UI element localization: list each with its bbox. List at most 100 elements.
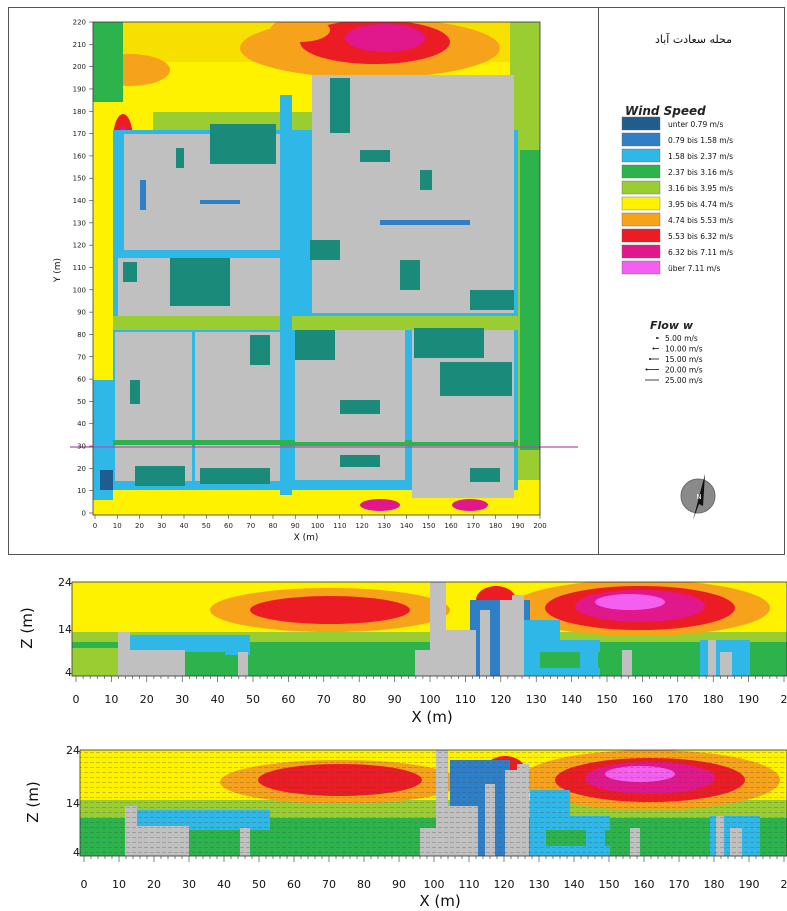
legend-title: Wind Speed xyxy=(625,104,706,118)
x-tick-label: 60 xyxy=(224,522,233,530)
section-x-tick-label: 30 xyxy=(182,878,196,891)
y-tick-label: 170 xyxy=(73,130,86,138)
compass-icon: N xyxy=(680,474,716,520)
section-z-tick-label: 14 xyxy=(58,623,72,636)
section-z-tick-label: 24 xyxy=(66,744,80,757)
section-x-tick-label: 40 xyxy=(211,693,225,706)
x-tick-label: 10 xyxy=(113,522,122,530)
section1-x-label: X (m) xyxy=(411,708,452,726)
legend-label: 1.58 bis 2.37 m/s xyxy=(668,152,733,161)
y-tick-label: 10 xyxy=(77,487,86,495)
section-z-tick-label: 4 xyxy=(73,846,80,859)
legend-swatch xyxy=(621,132,661,147)
section1-field xyxy=(72,582,787,676)
section-x-tick-label: 10 xyxy=(112,878,126,891)
x-tick-label: 70 xyxy=(246,522,255,530)
section-x-tick-label: 120 xyxy=(494,878,515,891)
legend-label: 0.79 bis 1.58 m/s xyxy=(668,136,733,145)
x-tick-label: 200 xyxy=(533,522,546,530)
section-z-tick-label: 14 xyxy=(66,797,80,810)
y-tick-label: 200 xyxy=(73,63,86,71)
y-tick-label: 100 xyxy=(73,286,86,294)
x-tick-label: 30 xyxy=(157,522,166,530)
building-blocks xyxy=(115,75,514,498)
legend-swatch xyxy=(621,196,661,211)
neighborhood-title: محله سعادت آباد xyxy=(655,33,733,46)
x-tick-label: 20 xyxy=(135,522,144,530)
section2-x-label: X (m) xyxy=(419,892,460,910)
y-tick-label: 220 xyxy=(73,19,86,27)
vertical-section-2: 0 10 20 30 40 50 60 70 80 90 100 110 120 130 140 150 160… xyxy=(24,744,787,910)
y-tick-label: 0 xyxy=(82,510,86,518)
section-x-tick-label: 20 xyxy=(147,878,161,891)
y-tick-label: 90 xyxy=(77,309,86,317)
section-x-tick-label: 60 xyxy=(281,693,295,706)
section-x-tick-label: 100 xyxy=(420,693,441,706)
section-x-tick-label: 160 xyxy=(632,693,653,706)
x-tick-label: 180 xyxy=(489,522,502,530)
section-x-tick-label: 90 xyxy=(388,693,402,706)
section-x-tick-label: 90 xyxy=(392,878,406,891)
section-z-tick-label: 24 xyxy=(58,576,72,589)
y-tick-label: 130 xyxy=(73,219,86,227)
section-x-tick-label: 170 xyxy=(669,878,690,891)
flow-legend: 5.00 m/s 10.00 m/s15.00 m/s 20.00 m/s25.00… xyxy=(645,334,703,385)
legend-label: 2.37 bis 3.16 m/s xyxy=(668,168,733,177)
section2-z-label: Z (m) xyxy=(24,781,42,822)
section2-field xyxy=(80,750,787,856)
section-x-tick-label: 0 xyxy=(81,878,88,891)
legend-swatch xyxy=(621,228,661,243)
y-tick-label: 120 xyxy=(73,242,86,250)
section-x-tick-label: 0 xyxy=(73,693,80,706)
flow-label: 10.00 m/s xyxy=(665,345,703,354)
x-tick-label: 140 xyxy=(400,522,413,530)
section-x-tick-label: 110 xyxy=(455,693,476,706)
legend-label: über 7.11 m/s xyxy=(668,264,721,273)
flow-label: 20.00 m/s xyxy=(665,366,703,375)
x-axis-label: X (m) xyxy=(294,533,319,543)
section-x-tick-label: 120 xyxy=(490,693,511,706)
legend-label: 3.95 bis 4.74 m/s xyxy=(668,200,733,209)
x-tick-label: 50 xyxy=(202,522,211,530)
x-tick-label: 170 xyxy=(467,522,480,530)
legend-swatch xyxy=(621,180,661,195)
legend-label: 3.16 bis 3.95 m/s xyxy=(668,184,733,193)
section-x-tick-label: 70 xyxy=(322,878,336,891)
wind-map: 0 10 20 30 40 50 60 70 80 90 100 110 120 130 140 150 160… xyxy=(53,19,578,543)
section-x-tick-label: 180 xyxy=(704,878,725,891)
section-x-tick-label: 140 xyxy=(564,878,585,891)
y-tick-label: 140 xyxy=(73,197,86,205)
section-x-tick-label: 60 xyxy=(287,878,301,891)
section-x-tick-label: 10 xyxy=(104,693,118,706)
x-tick-label: 130 xyxy=(378,522,391,530)
legend-swatch xyxy=(621,244,661,259)
section-x-tick-label: 190 xyxy=(738,693,759,706)
x-tick-label: 40 xyxy=(180,522,189,530)
y-tick-label: 40 xyxy=(77,420,86,428)
legend-swatch xyxy=(621,260,661,275)
x-tick-label: 100 xyxy=(311,522,324,530)
y-tick-label: 70 xyxy=(77,353,86,361)
y-tick-label: 110 xyxy=(73,264,86,272)
section-x-tick-label: 50 xyxy=(246,693,260,706)
section1-x-ticks: 0 10 20 30 40 50 60 70 80 90 100 110 120 130 140 150 160… xyxy=(73,676,787,706)
section-x-tick-label: 130 xyxy=(529,878,550,891)
section-z-tick-label: 4 xyxy=(65,666,72,679)
y-tick-label: 190 xyxy=(73,85,86,93)
x-tick-label: 160 xyxy=(444,522,457,530)
x-tick-label: 190 xyxy=(511,522,524,530)
y-tick-label: 20 xyxy=(77,465,86,473)
section-x-tick-label: 2 xyxy=(781,878,787,891)
section-x-tick-label: 190 xyxy=(739,878,760,891)
section-x-tick-label: 40 xyxy=(217,878,231,891)
section-x-tick-label: 70 xyxy=(317,693,331,706)
legend-swatch xyxy=(621,148,661,163)
section2-x-ticks: 0 10 20 30 40 50 60 70 80 90 100 110 120 130 140 150 160… xyxy=(81,856,787,891)
section-x-tick-label: 100 xyxy=(424,878,445,891)
section-x-tick-label: 150 xyxy=(597,693,618,706)
x-tick-label: 0 xyxy=(93,522,97,530)
section-x-tick-label: 50 xyxy=(252,878,266,891)
y-tick-label: 210 xyxy=(73,41,86,49)
y-tick-label: 60 xyxy=(77,376,86,384)
x-tick-label: 150 xyxy=(422,522,435,530)
